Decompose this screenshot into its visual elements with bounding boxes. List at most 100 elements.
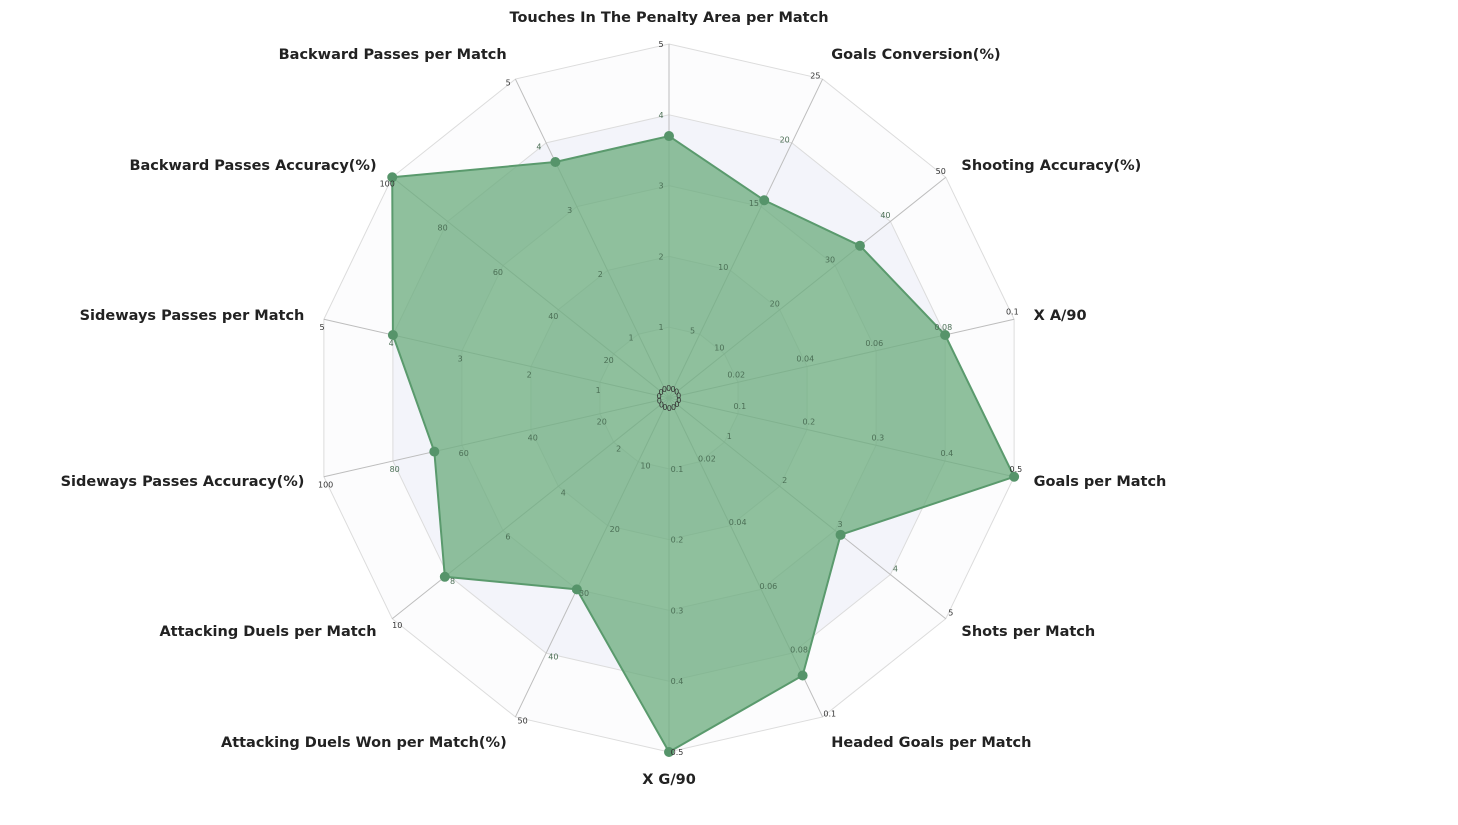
- tick-label-12-5: 100: [380, 180, 395, 189]
- tick-label-11-2: 2: [527, 370, 532, 379]
- data-point-0[interactable]: [664, 131, 674, 142]
- tick-label-10-2: 40: [528, 433, 538, 442]
- tick-label-2-1: 10: [714, 344, 724, 353]
- data-point-3[interactable]: [940, 329, 951, 340]
- tick-label-3-3: 0.06: [865, 339, 883, 348]
- tick-label-0-0: 0: [658, 388, 663, 397]
- tick-label-7-2: 0.2: [671, 536, 684, 545]
- tick-label-0-4: 4: [658, 111, 663, 120]
- axis-label-0: Touches In The Penalty Area per Match: [509, 10, 828, 26]
- radar-tick-labels: 01234505101520250102030405000.020.040.06…: [318, 40, 1022, 757]
- tick-label-1-3: 15: [749, 199, 759, 208]
- tick-label-6-4: 0.08: [790, 646, 808, 655]
- data-point-7[interactable]: [664, 747, 674, 757]
- tick-label-6-0: 0: [676, 396, 681, 405]
- tick-label-9-2: 4: [561, 489, 566, 498]
- tick-label-8-3: 30: [579, 589, 589, 598]
- tick-label-4-4: 0.4: [941, 449, 954, 458]
- tick-label-9-1: 2: [616, 444, 621, 453]
- tick-label-0-2: 2: [658, 252, 663, 261]
- tick-label-12-2: 40: [548, 312, 558, 321]
- tick-label-0-1: 1: [658, 323, 663, 332]
- tick-label-8-1: 10: [640, 461, 650, 470]
- axis-label-11: Sideways Passes per Match: [80, 308, 305, 324]
- tick-label-13-5: 5: [506, 79, 511, 88]
- axis-label-10: Sideways Passes Accuracy(%): [61, 474, 305, 490]
- axis-label-1: Goals Conversion(%): [831, 47, 1000, 63]
- tick-label-13-0: 0: [657, 392, 662, 401]
- tick-label-5-4: 4: [893, 564, 898, 573]
- data-point-13[interactable]: [550, 156, 561, 167]
- tick-label-2-0: 0: [666, 384, 671, 393]
- axis-label-2: Shooting Accuracy(%): [961, 158, 1141, 174]
- tick-label-3-4: 0.08: [934, 323, 952, 332]
- data-point-11[interactable]: [387, 329, 398, 340]
- tick-label-7-1: 0.1: [671, 465, 684, 474]
- tick-label-3-2: 0.04: [796, 355, 814, 364]
- data-point-10[interactable]: [429, 446, 440, 457]
- tick-label-2-2: 20: [770, 299, 780, 308]
- data-point-5[interactable]: [835, 529, 846, 540]
- axis-label-12: Backward Passes Accuracy(%): [129, 158, 376, 174]
- tick-label-12-4: 80: [438, 224, 448, 233]
- tick-label-10-0: 0: [662, 403, 667, 412]
- tick-label-10-5: 100: [318, 481, 333, 490]
- tick-label-7-4: 0.4: [671, 677, 684, 686]
- tick-label-10-4: 80: [390, 465, 400, 474]
- axis-label-6: Headed Goals per Match: [831, 735, 1031, 751]
- tick-label-8-2: 20: [610, 525, 620, 534]
- tick-label-13-2: 2: [598, 270, 603, 279]
- tick-label-6-1: 0.02: [698, 454, 716, 463]
- tick-label-12-3: 60: [493, 268, 503, 277]
- tick-label-5-1: 1: [727, 432, 732, 441]
- data-point-9[interactable]: [439, 571, 450, 582]
- data-point-1[interactable]: [759, 195, 770, 206]
- tick-label-5-2: 2: [782, 476, 787, 485]
- axis-label-9: Attacking Duels per Match: [159, 624, 376, 640]
- tick-label-9-4: 8: [450, 577, 455, 586]
- tick-label-9-3: 6: [505, 533, 510, 542]
- tick-label-11-0: 0: [659, 400, 664, 409]
- tick-label-5-0: 0: [676, 391, 681, 400]
- data-point-2[interactable]: [854, 240, 865, 251]
- tick-label-8-5: 50: [518, 716, 528, 725]
- axis-label-7: X G/90: [642, 772, 696, 788]
- axis-label-3: X A/90: [1034, 308, 1087, 324]
- radar-axis-labels: Touches In The Penalty Area per Match Goa…: [61, 10, 1167, 788]
- tick-label-2-5: 50: [936, 167, 946, 176]
- tick-label-5-5: 5: [948, 608, 953, 617]
- data-point-12[interactable]: [387, 172, 398, 183]
- axis-label-8: Attacking Duels Won per Match(%): [221, 735, 507, 751]
- data-point-6[interactable]: [797, 670, 808, 681]
- axis-label-13: Backward Passes per Match: [279, 47, 507, 63]
- tick-label-9-5: 10: [392, 621, 402, 630]
- tick-label-6-2: 0.04: [729, 518, 747, 527]
- axis-label-5: Shots per Match: [961, 624, 1095, 640]
- data-point-8[interactable]: [571, 584, 582, 595]
- axis-label-4: Goals per Match: [1034, 474, 1167, 490]
- tick-label-3-0: 0: [671, 385, 676, 394]
- tick-label-3-1: 0.02: [727, 370, 745, 379]
- tick-label-2-4: 40: [880, 211, 890, 220]
- tick-label-8-4: 40: [548, 653, 558, 662]
- tick-label-7-5: 0.5: [671, 748, 684, 757]
- tick-label-10-1: 20: [597, 418, 607, 427]
- tick-label-1-1: 5: [690, 327, 695, 336]
- tick-label-6-3: 0.06: [759, 582, 777, 591]
- tick-label-13-3: 3: [567, 206, 572, 215]
- tick-label-4-0: 0: [674, 388, 679, 397]
- tick-label-1-2: 10: [718, 263, 728, 272]
- tick-label-9-0: 0: [667, 404, 672, 413]
- tick-label-11-3: 3: [458, 355, 463, 364]
- tick-label-4-5: 0.5: [1010, 465, 1023, 474]
- tick-label-10-3: 60: [459, 449, 469, 458]
- tick-label-11-5: 5: [320, 323, 325, 332]
- tick-label-6-5: 0.1: [823, 709, 836, 718]
- tick-label-1-5: 25: [810, 72, 820, 81]
- data-point-4[interactable]: [1009, 471, 1020, 482]
- tick-label-3-5: 0.1: [1006, 307, 1019, 316]
- radar-series: [387, 131, 1020, 757]
- tick-label-4-2: 0.2: [802, 418, 815, 427]
- tick-label-4-3: 0.3: [871, 433, 884, 442]
